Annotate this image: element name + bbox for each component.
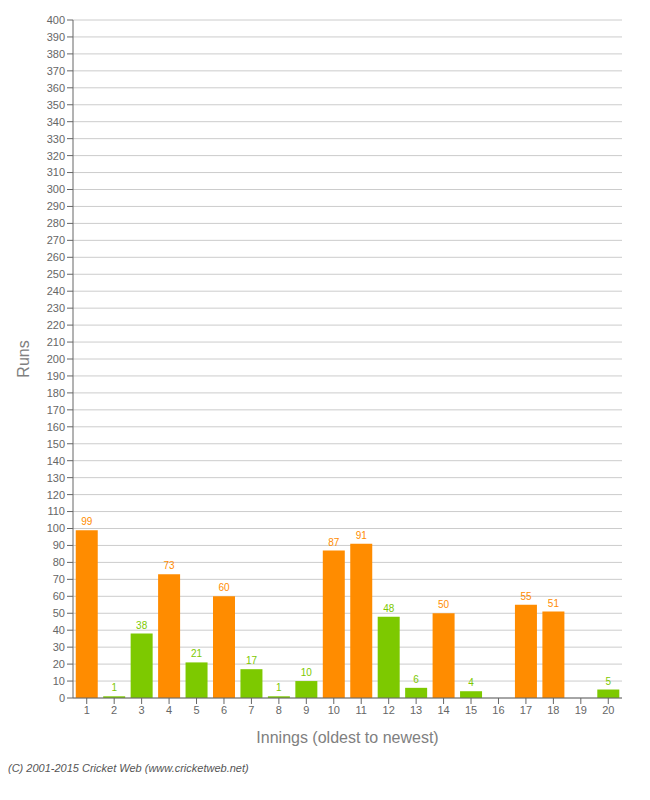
svg-text:300: 300: [47, 183, 65, 195]
svg-text:1: 1: [276, 682, 282, 693]
svg-text:38: 38: [136, 620, 148, 631]
svg-text:16: 16: [492, 704, 504, 716]
svg-text:360: 360: [47, 82, 65, 94]
svg-text:5: 5: [606, 676, 612, 687]
svg-text:55: 55: [520, 591, 532, 602]
svg-text:270: 270: [47, 234, 65, 246]
html-text:(C) 2001-2015 Cricket Web (www: (C) 2001-2015 Cricket Web (www.cricketwe…: [8, 762, 249, 774]
svg-text:Runs: Runs: [15, 340, 32, 377]
svg-text:5: 5: [193, 704, 199, 716]
svg-text:370: 370: [47, 65, 65, 77]
svg-text:230: 230: [47, 302, 65, 314]
svg-text:7: 7: [248, 704, 254, 716]
svg-text:17: 17: [246, 655, 258, 666]
svg-text:21: 21: [191, 648, 203, 659]
svg-text:200: 200: [47, 353, 65, 365]
svg-text:220: 220: [47, 319, 65, 331]
svg-text:100: 100: [47, 522, 65, 534]
svg-text:340: 340: [47, 116, 65, 128]
svg-text:60: 60: [218, 582, 230, 593]
svg-text:87: 87: [328, 537, 340, 548]
svg-text:150: 150: [47, 438, 65, 450]
svg-text:320: 320: [47, 150, 65, 162]
svg-text:120: 120: [47, 489, 65, 501]
svg-text:1: 1: [111, 682, 117, 693]
svg-text:290: 290: [47, 200, 65, 212]
svg-text:11: 11: [356, 704, 367, 716]
svg-text:390: 390: [47, 31, 65, 43]
svg-text:40: 40: [53, 624, 65, 636]
svg-text:70: 70: [53, 573, 65, 585]
svg-text:19: 19: [575, 704, 587, 716]
svg-text:17: 17: [520, 704, 532, 716]
svg-text:6: 6: [413, 674, 419, 685]
svg-text:380: 380: [47, 48, 65, 60]
svg-text:260: 260: [47, 251, 65, 263]
svg-text:12: 12: [383, 704, 395, 716]
svg-text:10: 10: [301, 667, 313, 678]
svg-text:330: 330: [47, 133, 65, 145]
svg-text:210: 210: [47, 336, 65, 348]
svg-text:240: 240: [47, 285, 65, 297]
svg-text:10: 10: [53, 675, 65, 687]
svg-text:130: 130: [47, 472, 65, 484]
svg-text:0: 0: [59, 692, 65, 704]
svg-text:90: 90: [53, 539, 65, 551]
svg-text:20: 20: [53, 658, 65, 670]
svg-text:6: 6: [221, 704, 227, 716]
svg-text:190: 190: [47, 370, 65, 382]
svg-text:73: 73: [164, 560, 176, 571]
svg-text:Innings (oldest to newest): Innings (oldest to newest): [256, 729, 438, 746]
svg-text:80: 80: [53, 556, 65, 568]
svg-text:99: 99: [81, 516, 93, 527]
svg-text:3: 3: [139, 704, 145, 716]
svg-text:14: 14: [437, 704, 449, 716]
svg-text:50: 50: [53, 607, 65, 619]
svg-text:280: 280: [47, 217, 65, 229]
svg-text:60: 60: [53, 590, 65, 602]
svg-text:50: 50: [438, 599, 450, 610]
svg-text:160: 160: [47, 421, 65, 433]
svg-text:10: 10: [328, 704, 340, 716]
svg-text:4: 4: [468, 677, 474, 688]
svg-text:13: 13: [410, 704, 422, 716]
svg-text:1: 1: [84, 704, 90, 716]
svg-text:180: 180: [47, 387, 65, 399]
svg-text:250: 250: [47, 268, 65, 280]
svg-text:30: 30: [53, 641, 65, 653]
svg-text:4: 4: [166, 704, 172, 716]
svg-text:15: 15: [465, 704, 477, 716]
svg-text:8: 8: [276, 704, 282, 716]
svg-text:20: 20: [602, 704, 614, 716]
svg-text:310: 310: [47, 166, 65, 178]
svg-text:51: 51: [548, 598, 560, 609]
svg-text:140: 140: [47, 455, 65, 467]
svg-text:18: 18: [547, 704, 559, 716]
svg-text:2: 2: [111, 704, 117, 716]
svg-text:170: 170: [47, 404, 65, 416]
svg-text:9: 9: [303, 704, 309, 716]
svg-text:48: 48: [383, 603, 395, 614]
svg-text:400: 400: [47, 14, 65, 26]
svg-text:91: 91: [356, 530, 368, 541]
svg-text:350: 350: [47, 99, 65, 111]
svg-text:110: 110: [47, 505, 65, 517]
